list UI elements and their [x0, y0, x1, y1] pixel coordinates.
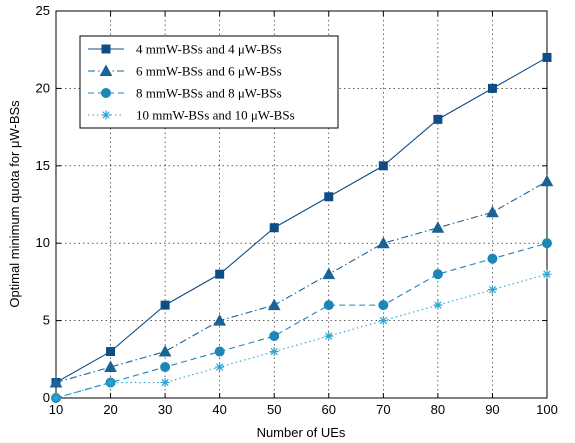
legend-marker — [101, 44, 111, 54]
data-point — [215, 362, 225, 372]
x-tick-label: 100 — [536, 402, 558, 417]
x-axis-title: Number of UEs — [257, 425, 346, 440]
data-point — [269, 331, 280, 342]
series-4 — [51, 269, 552, 403]
y-tick-label: 10 — [36, 235, 50, 250]
x-tick-label: 60 — [322, 402, 336, 417]
data-point — [378, 161, 388, 171]
y-axis-title: Optimal minimum quota for μW-BSs — [7, 100, 22, 308]
data-point — [487, 285, 497, 295]
data-point — [106, 378, 116, 388]
data-point — [376, 236, 390, 249]
data-point — [267, 298, 281, 311]
data-point — [378, 316, 388, 326]
x-tick-label: 90 — [485, 402, 499, 417]
legend-label: 6 mmW-BSs and 6 μW-BSs — [136, 64, 282, 79]
plot-area-frame — [55, 10, 548, 399]
data-point — [104, 360, 117, 373]
data-point — [486, 205, 499, 218]
legend-marker — [101, 88, 111, 98]
data-point — [487, 253, 498, 264]
x-tick-label: 70 — [376, 402, 390, 417]
data-point — [487, 83, 497, 93]
data-point — [542, 52, 552, 62]
x-tick-label: 50 — [267, 402, 281, 417]
x-tick-label: 80 — [431, 402, 445, 417]
legend-box — [79, 35, 339, 129]
x-tick-label: 40 — [212, 402, 226, 417]
series-2 — [49, 174, 554, 388]
data-point — [269, 223, 279, 233]
data-point — [432, 269, 443, 280]
data-point — [49, 375, 63, 388]
data-point — [158, 345, 172, 357]
legend-marker — [99, 64, 113, 76]
series-line — [55, 56, 548, 383]
y-tick-label: 20 — [36, 80, 50, 95]
y-tick-label: 0 — [43, 390, 50, 405]
series-layer — [49, 52, 554, 403]
data-point — [322, 267, 336, 280]
x-tick-label: 30 — [158, 402, 172, 417]
legend-item: 6 mmW-BSs and 6 μW-BSs — [88, 64, 282, 79]
data-point — [160, 362, 171, 373]
series-line — [55, 242, 548, 399]
x-tick-label: 20 — [103, 402, 117, 417]
data-point — [215, 269, 225, 279]
legend-item: 10 mmW-BSs and 10 μW-BSs — [88, 108, 295, 123]
data-point — [213, 314, 227, 326]
data-point — [160, 300, 170, 310]
data-point — [106, 347, 116, 357]
y-tick-label: 25 — [36, 3, 50, 18]
legend-label: 8 mmW-BSs and 8 μW-BSs — [136, 86, 282, 101]
data-point — [160, 378, 170, 388]
series-3 — [51, 238, 552, 403]
series-1 — [51, 52, 552, 388]
series-line — [55, 180, 548, 384]
legend: 4 mmW-BSs and 4 μW-BSs 6 mmW-BSs and 6 μW… — [79, 35, 339, 129]
data-point — [214, 346, 225, 357]
data-point — [51, 393, 61, 403]
legend-label: 4 mmW-BSs and 4 μW-BSs — [136, 42, 282, 57]
data-point — [433, 300, 443, 310]
data-point — [433, 114, 443, 124]
data-point — [323, 300, 334, 311]
y-tick-label: 5 — [43, 313, 50, 328]
legend-item: 8 mmW-BSs and 8 μW-BSs — [88, 86, 282, 101]
legend-marker — [101, 110, 111, 120]
axis-ticks: 10 20 30 40 50 60 70 80 90 100 0 5 10 15 20 25 — [36, 3, 558, 417]
data-point — [324, 192, 334, 202]
data-point — [324, 331, 334, 341]
series-line — [55, 273, 548, 399]
data-point — [542, 269, 552, 279]
data-point — [542, 238, 552, 249]
data-point — [378, 300, 389, 311]
legend-label: 10 mmW-BSs and 10 μW-BSs — [136, 108, 295, 123]
data-point — [431, 221, 445, 233]
data-point — [540, 174, 554, 187]
y-tick-label: 15 — [36, 158, 50, 173]
x-tick-label: 10 — [49, 402, 63, 417]
legend-item: 4 mmW-BSs and 4 μW-BSs — [88, 42, 282, 57]
data-point — [269, 347, 279, 357]
